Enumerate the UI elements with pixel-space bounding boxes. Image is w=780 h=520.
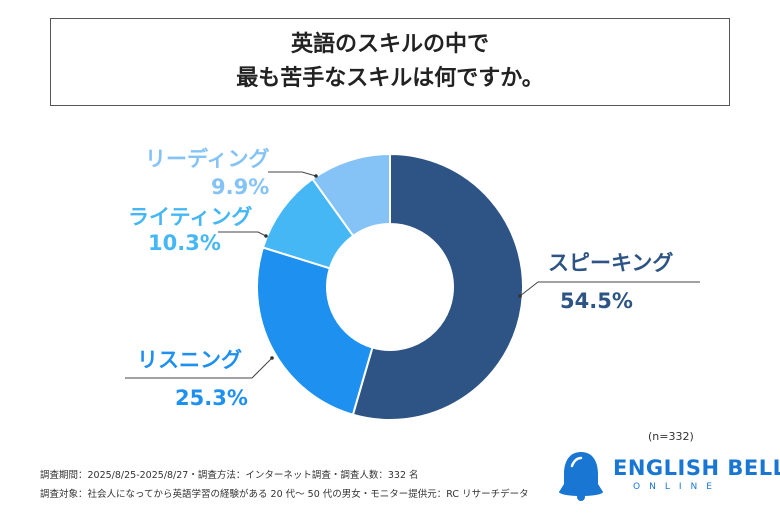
slice-reading [311,152,391,238]
label-speaking: スピーキング 54.5% [548,250,673,314]
label-listening: リスニング 25.3% [137,347,248,411]
bell-icon [559,452,603,501]
label-writing: ライティング 10.3% [128,204,252,256]
english-bell-logo: ENGLISH BELL ONLINE [555,448,780,504]
leader-dot-speaking [518,294,522,298]
slice-value-reading: 9.9% [211,175,270,199]
slice-value-listening: 25.3% [175,386,248,410]
leader-line-writing [218,231,267,237]
slice-label-listening: リスニング [137,348,242,372]
leader-line-listening [125,357,273,379]
leader-dot-listening [270,356,274,360]
survey-period-text: 調査期間：2025/8/25-2025/8/27・調査方法：インターネット調査・… [40,470,419,481]
slice-value-writing: 10.3% [148,231,221,255]
sample-size-note: (n=332) [648,430,694,443]
slice-label-reading: リーディング [145,147,270,171]
leader-dot-reading [314,174,318,178]
leader-line-speaking [519,281,700,297]
title-box: 英語のスキルの中で 最も苦手なスキルは何ですか。 [50,18,730,106]
chart-title-line-2: 最も苦手なスキルは何ですか。 [236,66,544,91]
slice-label-writing: ライティング [128,205,253,229]
slice-value-speaking: 54.5% [560,289,633,313]
slice-listening [256,246,374,416]
logo-name: ENGLISH BELL [613,456,780,480]
leader-line-reading [268,171,317,177]
label-reading: リーディング 9.9% [145,146,270,200]
chart-title-line-1: 英語のスキルの中で [290,32,489,57]
survey-target-text: 調査対象：社会人になってから英語学習の経験がある 20 代〜 50 代の男女・モ… [40,489,529,500]
leader-dot-writing [264,234,268,238]
slice-label-speaking: スピーキング [548,251,674,275]
slice-speaking [351,152,524,421]
logo-subtitle: ONLINE [633,482,721,492]
